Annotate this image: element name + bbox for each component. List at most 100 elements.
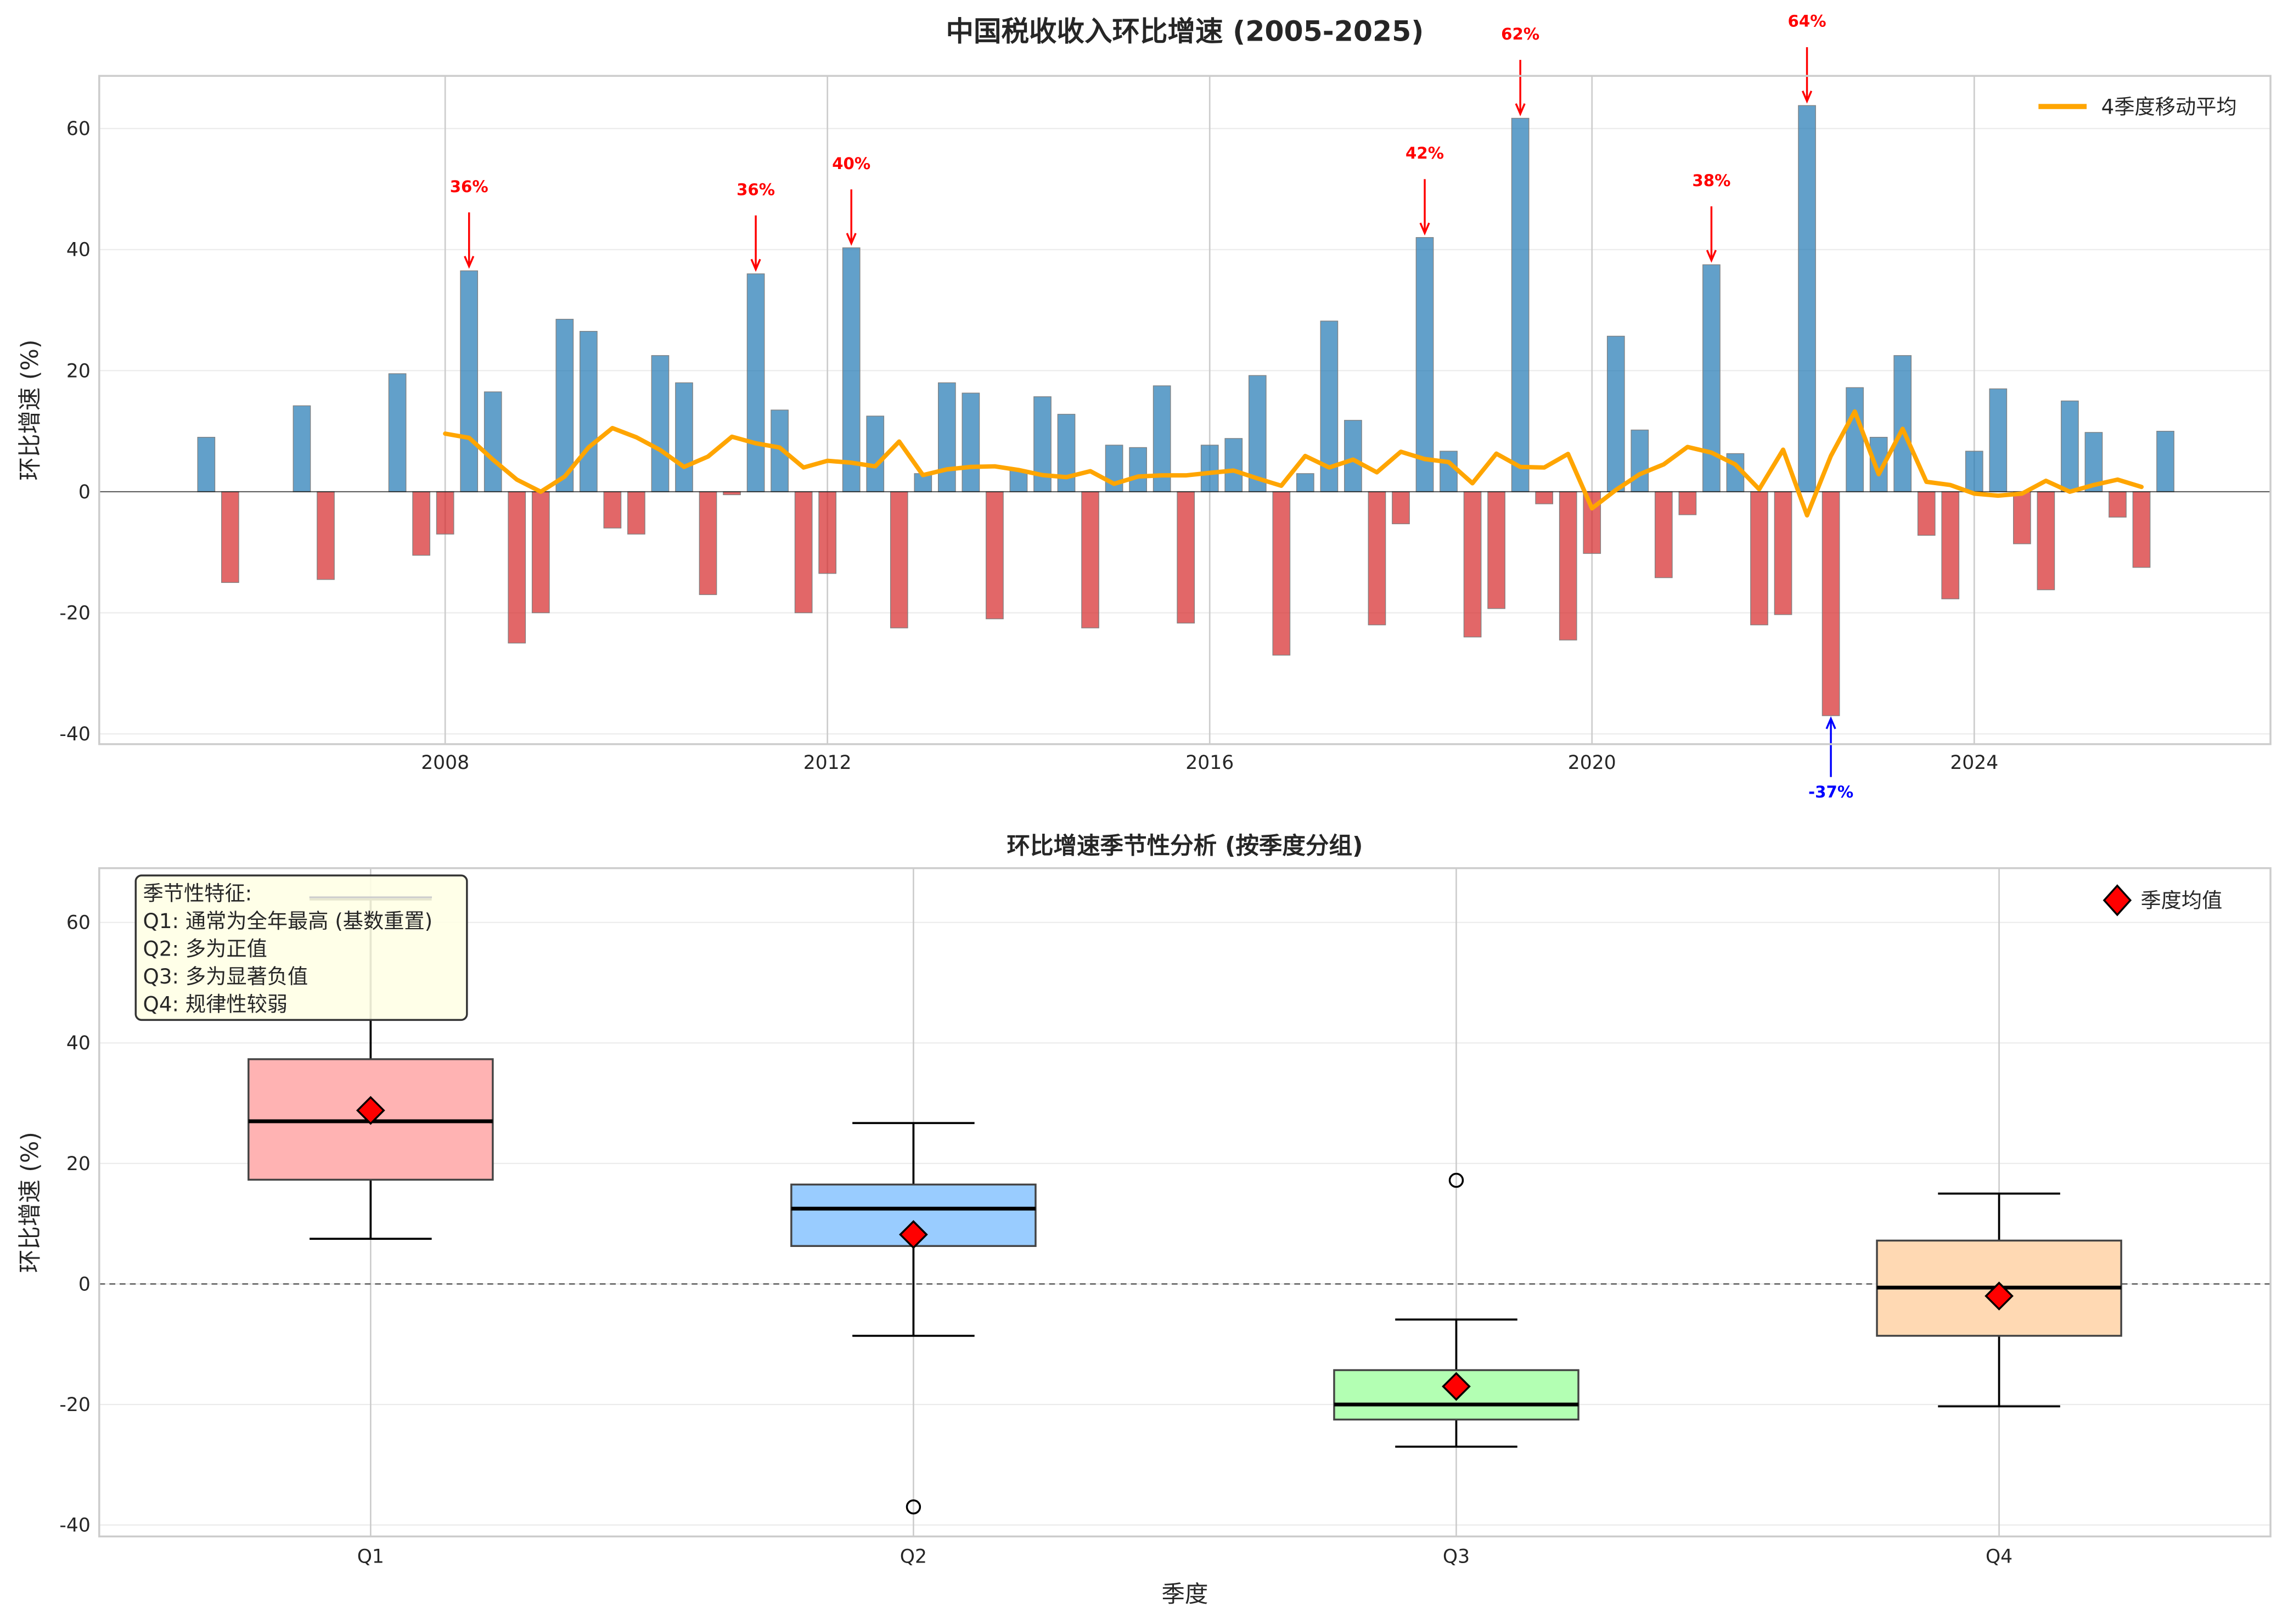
mean-diamond-marker [356, 1095, 385, 1125]
bar-negative [436, 491, 454, 535]
bar-positive [1296, 473, 1314, 492]
annotation-label: 36% [737, 180, 775, 199]
y-tick-label: 20 [66, 1153, 91, 1175]
bar-positive [460, 270, 479, 492]
bar-positive [197, 437, 216, 492]
bar-negative [603, 491, 622, 529]
x-tick-label-q4: Q4 [1986, 1546, 2012, 1567]
bar-positive [1129, 447, 1147, 492]
bar-negative [627, 491, 645, 535]
x-tick-label-q3: Q3 [1443, 1546, 1470, 1567]
bar-negative [1822, 491, 1840, 716]
bar-positive [1009, 470, 1028, 492]
y-tick-label: 20 [66, 360, 91, 382]
y-tick-label: -40 [59, 723, 90, 745]
text-box-heading: 季节性特征: [143, 881, 252, 905]
bar-negative [1941, 491, 1960, 599]
bar-positive [1511, 117, 1530, 492]
bar-negative [1750, 491, 1768, 626]
y-tick-label: -40 [59, 1515, 90, 1537]
text-box-line-q3: Q3: 多为显著负值 [143, 964, 308, 988]
text-box-background [134, 874, 468, 1021]
boxplots [248, 898, 2122, 1515]
bar-positive [1846, 387, 1864, 492]
bar-positive [293, 405, 311, 492]
bar-positive [555, 318, 574, 492]
bar-negative [1177, 491, 1195, 623]
bar-negative [1463, 491, 1482, 638]
bar-negative [531, 491, 550, 614]
boxplot-q3 [1333, 1172, 1579, 1448]
legend-label-moving-average: 4季度移动平均 [2101, 94, 2237, 119]
bar-negative [1081, 491, 1099, 628]
bar-positive [1440, 451, 1458, 492]
bar-negative [1678, 491, 1697, 515]
x-tick-label: 2012 [803, 752, 852, 774]
bar-negative [1535, 491, 1554, 504]
bar-negative [1272, 491, 1291, 656]
bar-positive [1200, 445, 1219, 492]
boxplot-q2 [790, 1122, 1037, 1515]
peak-annotations: 36% 36% 40% 42% 62% 38% 64% -37% [450, 12, 1853, 801]
bar-positive [962, 392, 980, 492]
top-tick-labels: -40 -20 0 20 40 60 2008 2012 2016 2020 2024 [59, 118, 1998, 774]
bar-negative [2132, 491, 2151, 568]
bar-positive [675, 382, 693, 492]
bar-negative [1368, 491, 1386, 626]
bottom-x-axis-label: 季度 [1161, 1581, 1208, 1608]
arrow-head-icon [1801, 91, 1813, 104]
bar-positive [1798, 105, 1816, 492]
bar-negative [986, 491, 1004, 620]
top-legend: 4季度移动平均 [2038, 94, 2237, 119]
outlier-point [906, 1499, 921, 1515]
bar-positive [1631, 429, 1649, 492]
bar-positive [842, 247, 861, 492]
bar-positive [938, 382, 956, 492]
bar-positive [2061, 400, 2079, 492]
top-y-axis-label: 环比增速 (%) [17, 339, 44, 480]
bar-positive [1057, 414, 1076, 492]
text-box-line-q1: Q1: 通常为全年最高 (基数重置) [143, 909, 433, 933]
bar-negative [1655, 491, 1673, 578]
x-tick-label-q2: Q2 [900, 1546, 927, 1567]
x-tick-label: 2024 [1950, 752, 1998, 774]
seasonality-text-box: 季节性特征: Q1: 通常为全年最高 (基数重置) Q2: 多为正值 Q3: 多… [134, 874, 468, 1021]
top-bars [99, 105, 2271, 716]
y-tick-label: -20 [59, 603, 90, 625]
bar-negative [508, 491, 526, 644]
text-box-line-q4: Q4: 规律性较弱 [143, 992, 288, 1016]
arrow-head-icon [1419, 222, 1430, 236]
annotation-label: 42% [1406, 144, 1444, 162]
bar-positive [1415, 237, 1434, 492]
y-tick-label: 0 [78, 1273, 91, 1295]
bar-negative [1559, 491, 1577, 640]
annotation-label: 36% [450, 177, 488, 196]
bar-positive [2156, 430, 2174, 492]
y-tick-label: 40 [66, 1032, 91, 1054]
bar-positive [484, 391, 502, 492]
x-tick-label: 2016 [1185, 752, 1234, 774]
x-tick-label: 2020 [1568, 752, 1616, 774]
y-tick-label: -20 [59, 1394, 90, 1416]
bar-positive [580, 331, 598, 492]
bar-positive [651, 355, 670, 492]
moving-average-series [443, 409, 2144, 518]
bottom-y-axis-label: 环比增速 (%) [17, 1132, 44, 1273]
x-tick-label-q1: Q1 [357, 1546, 384, 1567]
mean-diamond-marker [899, 1220, 928, 1249]
bar-positive [2084, 432, 2103, 492]
bar-positive [866, 415, 885, 492]
mean-diamond-marker [1442, 1372, 1471, 1401]
annotation-label: 40% [832, 154, 870, 173]
bar-negative [412, 491, 430, 556]
bottom-tick-labels: -40 -20 0 20 40 60 Q1 Q2 Q3 Q4 [59, 912, 2012, 1568]
legend-label-quarter-mean: 季度均值 [2140, 889, 2222, 913]
x-tick-label: 2008 [421, 752, 469, 774]
moving-average-line [443, 409, 2144, 518]
mean-diamond-marker [1985, 1282, 2014, 1311]
annotation-label: 62% [1501, 25, 1539, 43]
bar-negative [2109, 491, 2127, 518]
bar-positive [746, 273, 765, 492]
